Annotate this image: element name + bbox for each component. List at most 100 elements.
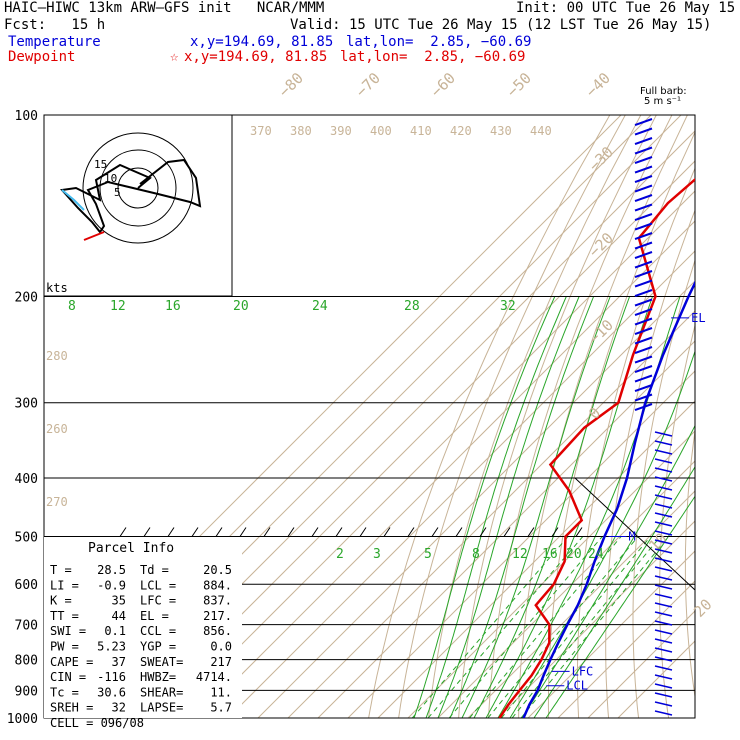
parcel-value: 28.5	[97, 563, 126, 577]
isobar-tick	[503, 527, 511, 537]
wind-barb-icon	[654, 512, 673, 518]
wind-barb-icon	[654, 647, 673, 653]
isobar-tick	[287, 527, 295, 537]
mixing-ratio-line	[511, 536, 661, 718]
pressure-tick-label: 700	[15, 619, 38, 634]
mixing-ratio-label: 5	[424, 547, 432, 562]
parcel-value: 0.0	[210, 640, 232, 654]
parcel-key: LI =	[50, 578, 79, 592]
isotherm-line	[377, 400, 695, 718]
isotherm-line	[257, 280, 695, 718]
dry-adiabat-line	[398, 115, 626, 718]
mixing-ratio-label: 28	[404, 299, 420, 314]
wind-barb-icon	[654, 683, 673, 689]
parcel-value: 44	[112, 609, 126, 623]
wind-barb-icon	[634, 146, 653, 155]
theta-label: 400	[370, 124, 392, 138]
theta-label: 430	[490, 124, 512, 138]
isotherm-line	[167, 190, 695, 718]
wind-barb-icon	[634, 251, 653, 259]
isotherm-line	[467, 490, 695, 718]
wind-barb-icon	[654, 701, 673, 707]
forecast-hour: Fcst: 15 h	[4, 17, 106, 33]
hodograph-ring-label: 5	[114, 186, 121, 199]
valid-time: Valid: 15 UTC Tue 26 May 15 (12 LST Tue …	[290, 17, 712, 33]
wind-barb-icon	[654, 440, 673, 446]
wind-barb-icon	[654, 575, 673, 581]
isobar-tick	[239, 527, 247, 537]
isotherm-line	[587, 610, 695, 718]
barb-legend-title: Full barb:	[640, 86, 687, 97]
wind-barb-icon	[654, 494, 673, 500]
mixing-ratio-label: 32	[500, 299, 516, 314]
hodograph-units-label: kts	[46, 281, 68, 295]
parcel-info-box	[44, 537, 242, 718]
isotherm-label: −60	[427, 69, 459, 101]
theta-label: 280	[46, 349, 68, 363]
mixing-ratio-line	[448, 536, 603, 718]
profile-line-dewpoint	[498, 177, 695, 718]
pressure-tick-label: 600	[15, 578, 38, 593]
pressure-tick-label: 200	[15, 291, 38, 306]
wind-barb-icon	[634, 365, 653, 373]
pressure-tick-label: 800	[15, 654, 38, 669]
mixing-ratio-label: 20	[233, 299, 249, 314]
parcel-value: 0.1	[104, 624, 126, 638]
wind-barb-icon	[634, 127, 653, 136]
parcel-key: TT =	[50, 609, 79, 623]
mixing-ratio-line	[469, 536, 622, 718]
wind-barb-icon	[634, 175, 653, 183]
mixing-ratio-line	[411, 536, 569, 718]
dewpoint-legend-label: Dewpoint	[8, 49, 76, 65]
theta-label: 260	[46, 422, 68, 436]
dry-adiabat-line	[735, 115, 740, 718]
wind-barb-icon	[654, 467, 673, 473]
parcel-key: CCL =	[140, 624, 176, 638]
isotherm-label: −10	[585, 316, 617, 348]
parcel-key: SREH =	[50, 701, 93, 715]
wind-barb-icon	[634, 289, 653, 297]
wind-barb-icon	[634, 327, 653, 335]
wind-barb-icon	[634, 241, 653, 250]
isotherm-line	[227, 250, 695, 718]
parcel-value: 837.	[203, 594, 232, 608]
isobar-tick	[551, 527, 559, 537]
level-marker-label: M	[629, 529, 636, 543]
parcel-value: 217.	[203, 609, 232, 623]
dry-adiabat-line	[368, 115, 611, 718]
parcel-key: LFC =	[140, 594, 176, 608]
isobar-tick	[407, 527, 415, 537]
theta-label: 390	[330, 124, 352, 138]
parcel-cell: CELL = 096/08	[50, 716, 144, 730]
isotherm-line	[407, 430, 695, 718]
wind-barb-icon	[654, 620, 673, 626]
isobar-tick	[335, 527, 343, 537]
hodograph-trace-low	[61, 189, 85, 211]
theta-label: 410	[410, 124, 432, 138]
hodograph-trace	[60, 158, 202, 234]
parcel-value: 11.	[210, 685, 232, 699]
dry-adiabat-line	[711, 115, 740, 718]
wind-barb-icon	[654, 638, 673, 644]
isobar-tick	[455, 527, 463, 537]
isotherm-label: −50	[503, 69, 535, 101]
mixing-ratio-line	[501, 536, 651, 718]
isotherm-label: −80	[275, 69, 307, 101]
parcel-key: EL =	[140, 609, 169, 623]
isobar-tick	[527, 527, 535, 537]
dry-adiabat-line	[659, 323, 695, 718]
dry-adiabat-line	[488, 115, 673, 718]
wind-barb-icon	[654, 566, 673, 572]
profile-line-temperature	[522, 280, 695, 718]
isotherm-label: 20	[690, 595, 716, 621]
parcel-key: SWEAT=	[140, 655, 183, 669]
mixing-ratio-label: 24	[312, 299, 328, 314]
dry-adiabat-line	[428, 115, 642, 718]
parcel-value: -116	[97, 670, 126, 684]
isobar-tick	[479, 527, 487, 537]
theta-label: 380	[290, 124, 312, 138]
dewpoint-star-icon: ☆	[170, 49, 179, 65]
parcel-key: LAPSE=	[140, 701, 183, 715]
wind-barb-icon	[654, 539, 673, 545]
